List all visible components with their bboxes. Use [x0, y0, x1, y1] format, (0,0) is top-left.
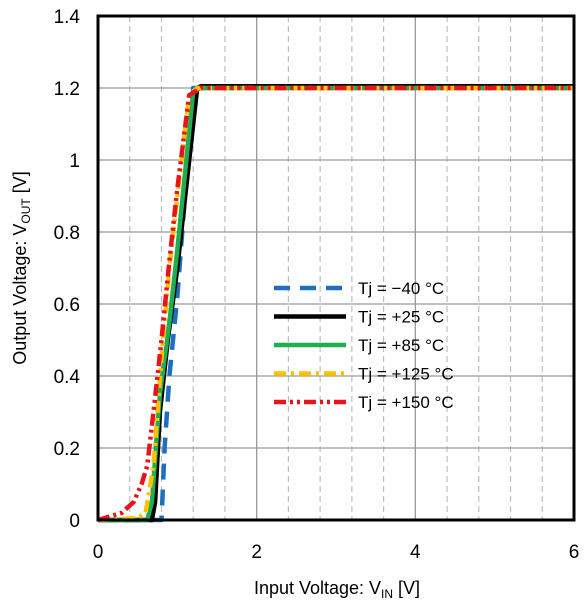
plot-frame: [96, 14, 576, 522]
y-tick-label: 0.4: [54, 367, 81, 388]
y-tick-label: 0.8: [54, 223, 80, 244]
legend-label-3: Tj = +85 °C: [358, 336, 444, 355]
y-tick-label: 0: [69, 511, 80, 532]
x-tick-label: 4: [410, 542, 421, 563]
legend-label-2: Tj = +25 °C: [358, 308, 444, 327]
x-axis-title-sub: IN: [381, 587, 393, 601]
legend-label-4: Tj = +125 °C: [358, 365, 454, 384]
legend-label-1: Tj = −40 °C: [358, 279, 444, 298]
series-line-5: [97, 85, 574, 523]
y-axis-title: Output Voltage: VOUT [V]: [10, 171, 33, 364]
y-tick-label: 1.2: [54, 79, 80, 100]
x-axis-ticks: 0 2 4 6: [93, 542, 580, 563]
x-tick-label: 0: [93, 542, 104, 563]
y-tick-label: 1.4: [54, 7, 81, 28]
legend: Tj = −40 °C Tj = +25 °C Tj = +85 °C Tj = +1…: [274, 279, 454, 412]
x-tick-label: 2: [251, 542, 262, 563]
y-tick-label: 0.2: [54, 439, 80, 460]
y-axis-ticks: 0 0.2 0.4 0.6 0.8 1 1.2 1.4: [54, 7, 81, 532]
grid: [98, 16, 574, 520]
series-layer: [97, 83, 574, 523]
x-axis-title: Input Voltage: VIN [V]: [254, 578, 420, 601]
x-axis-title-main: Input Voltage: V: [254, 578, 381, 598]
x-tick-label: 6: [569, 542, 580, 563]
x-axis-title-unit: [V]: [393, 578, 420, 598]
y-axis-title-unit: [V]: [10, 171, 30, 198]
y-tick-label: 0.6: [54, 295, 80, 316]
y-tick-label: 1: [69, 151, 80, 172]
y-axis-title-sub: OUT: [19, 198, 33, 224]
legend-label-5: Tj = +150 °C: [358, 393, 454, 412]
y-axis-title-main: Output Voltage: V: [10, 224, 30, 365]
